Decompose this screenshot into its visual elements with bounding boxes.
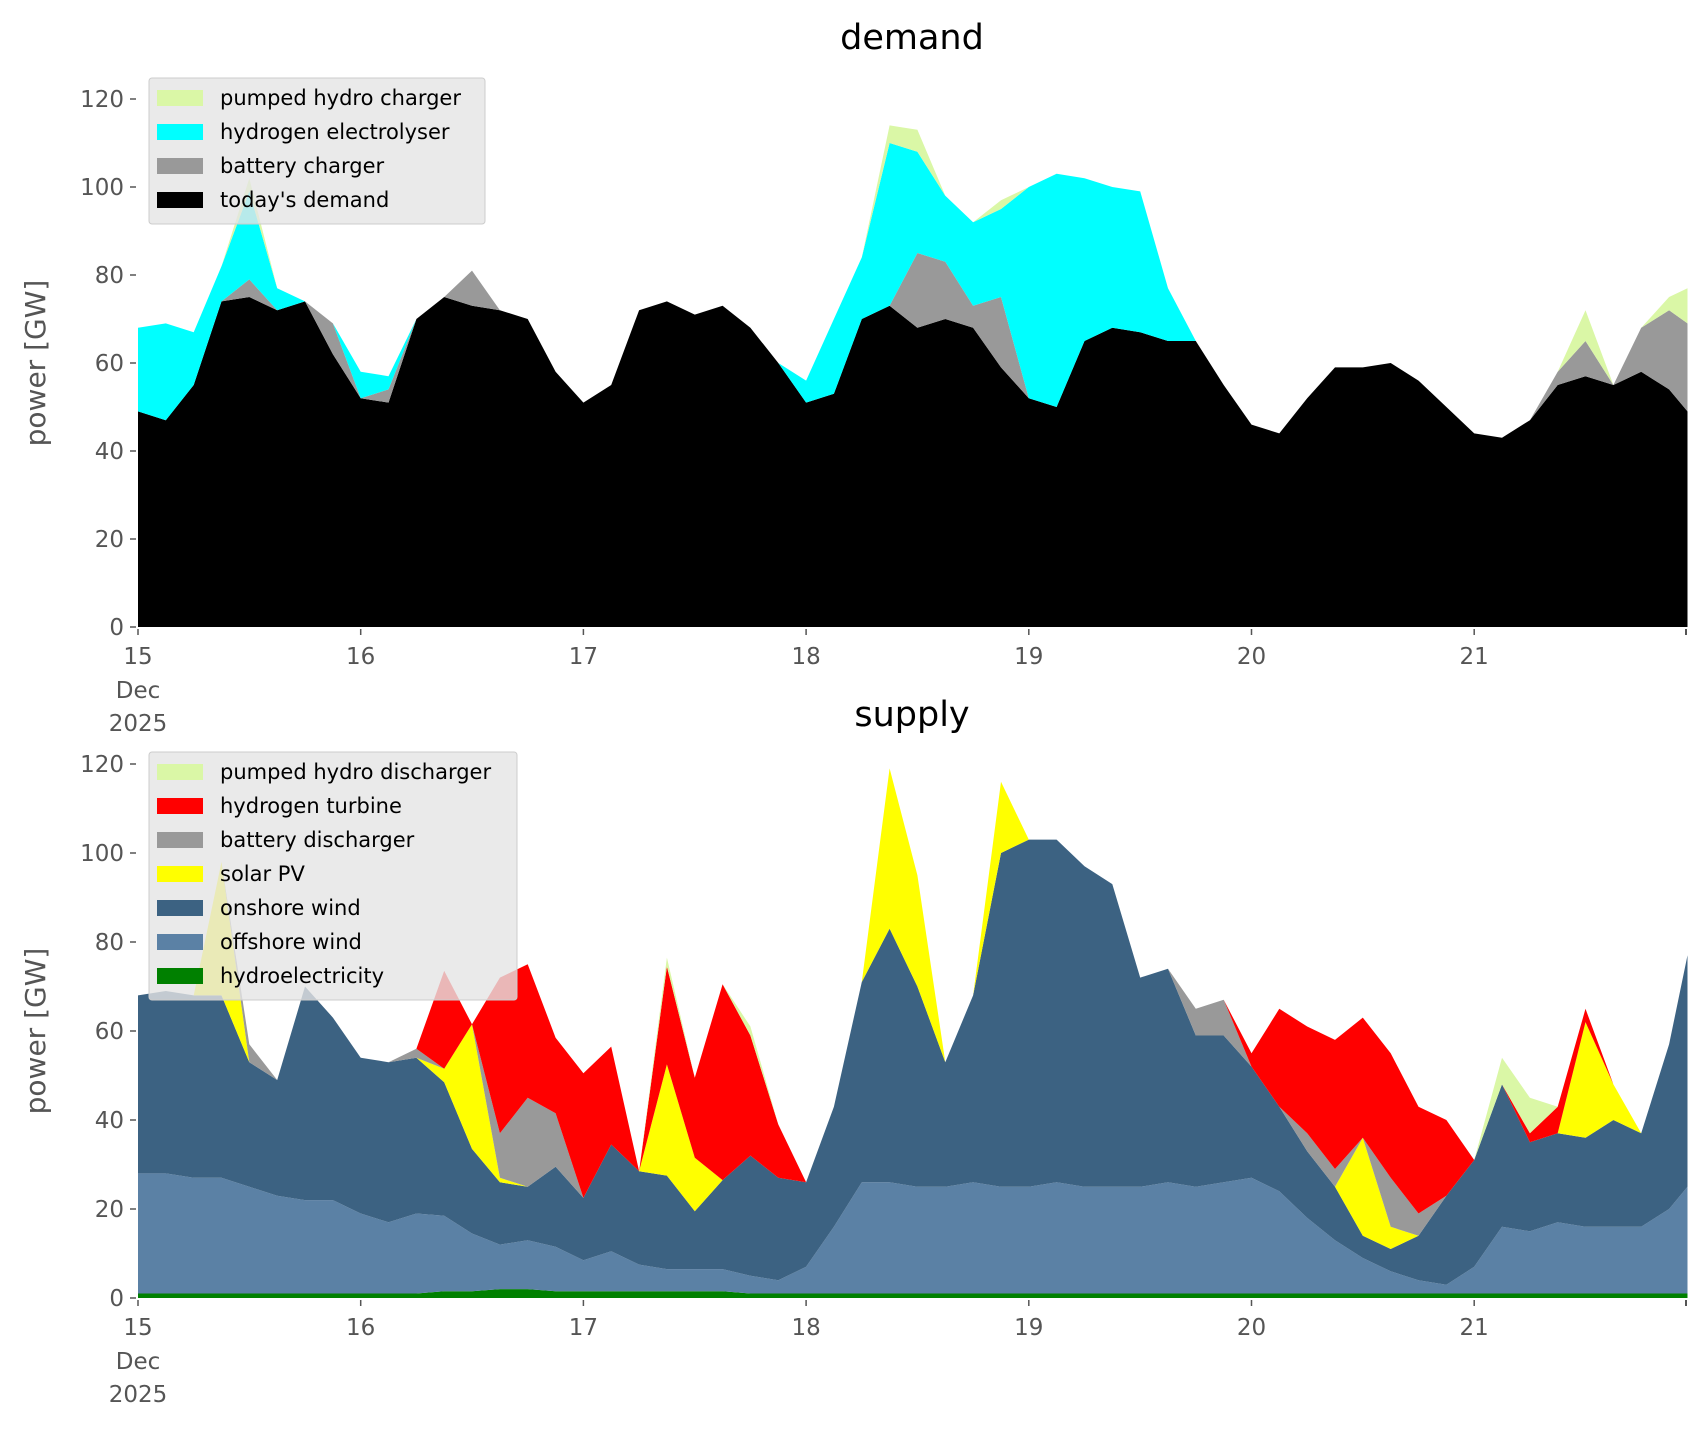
legend-label: pumped hydro discharger	[220, 760, 491, 784]
area-hydrogen-electrolyser	[138, 143, 1688, 438]
legend-swatch	[157, 968, 203, 984]
x-tick-label: 18	[791, 1315, 820, 1341]
y-axis-label: power [GW]	[19, 948, 52, 1115]
y-tick-label: 20	[95, 527, 124, 553]
demand-panel: 0 20 40 60 80 100 120 15 16 17 18 19 20 21 Dec 2025 powe…	[19, 18, 1688, 737]
legend-label: onshore wind	[220, 896, 361, 920]
chart-title: demand	[840, 18, 984, 58]
legend-label: hydrogen electrolyser	[220, 120, 450, 144]
x-tick-label: 21	[1460, 644, 1489, 670]
legend-label: today's demand	[220, 188, 389, 212]
legend: pumped hydro discharger hydrogen turbine b…	[148, 751, 518, 1001]
legend-box	[148, 77, 486, 225]
legend-swatch	[157, 934, 203, 950]
y-tick-label: 80	[95, 263, 124, 289]
x-tick-label: 20	[1237, 1315, 1266, 1341]
y-axis-label: power [GW]	[19, 280, 52, 447]
x-tick-sublabel: Dec	[116, 678, 161, 704]
legend-label: battery charger	[220, 154, 385, 178]
area-onshore-wind	[138, 839, 1688, 1285]
x-tick-sublabel: 2025	[109, 711, 168, 737]
legend-swatch	[157, 832, 203, 848]
y-tick-label: 100	[80, 175, 124, 201]
x-tick-label: 19	[1014, 644, 1043, 670]
legend-label: battery discharger	[220, 828, 415, 852]
legend-swatch	[157, 866, 203, 882]
y-tick-label: 0	[109, 1286, 124, 1312]
x-tick-label: 18	[791, 644, 820, 670]
legend-label: hydrogen turbine	[220, 794, 402, 818]
area-hydroelectricity	[138, 1289, 1688, 1298]
area-offshore-wind	[138, 1173, 1688, 1294]
area-battery-charger	[138, 253, 1688, 438]
legend-label: pumped hydro charger	[220, 86, 461, 110]
legend-swatch	[157, 90, 203, 106]
legend-swatch	[157, 900, 203, 916]
x-tick-label: 21	[1460, 1315, 1489, 1341]
legend-swatch	[157, 192, 203, 208]
y-tick-label: 20	[95, 1197, 124, 1223]
legend-label: offshore wind	[220, 930, 362, 954]
y-tick-label: 80	[95, 930, 124, 956]
supply-panel: 0 20 40 60 80 100 120 15 16 17 18 19 20 21 Dec 2025 powe…	[19, 695, 1688, 1408]
legend-label: hydroelectricity	[220, 964, 384, 988]
legend-box	[148, 751, 518, 1001]
x-tick-label: 20	[1237, 644, 1266, 670]
x-tick-label: 19	[1014, 1315, 1043, 1341]
y-tick-label: 60	[95, 1019, 124, 1045]
y-tick-label: 120	[80, 87, 124, 113]
chart-title: supply	[854, 695, 969, 735]
legend-swatch	[157, 764, 203, 780]
y-tick-label: 100	[80, 841, 124, 867]
x-tick-label: 17	[569, 644, 598, 670]
x-tick-label: 16	[346, 1315, 375, 1341]
x-tick-label: 15	[123, 1315, 152, 1341]
area-hydrogen-turbine	[138, 768, 1688, 1214]
x-tick-sublabel: Dec	[116, 1349, 161, 1375]
x-tick-label: 17	[569, 1315, 598, 1341]
y-tick-label: 0	[109, 615, 124, 641]
y-tick-label: 60	[95, 351, 124, 377]
legend-swatch	[157, 158, 203, 174]
legend-swatch	[157, 124, 203, 140]
legend-swatch	[157, 798, 203, 814]
area-today-s-demand	[138, 297, 1688, 627]
x-tick-label: 16	[346, 644, 375, 670]
y-tick-label: 120	[80, 752, 124, 778]
x-tick-sublabel: 2025	[109, 1382, 168, 1408]
legend: pumped hydro charger hydrogen electrolyse…	[148, 77, 486, 225]
y-tick-label: 40	[95, 439, 124, 465]
y-tick-label: 40	[95, 1108, 124, 1134]
area-solar-pv	[138, 768, 1688, 1249]
x-tick-label: 15	[123, 644, 152, 670]
legend-label: solar PV	[220, 862, 305, 886]
area-battery-discharger	[138, 768, 1688, 1236]
